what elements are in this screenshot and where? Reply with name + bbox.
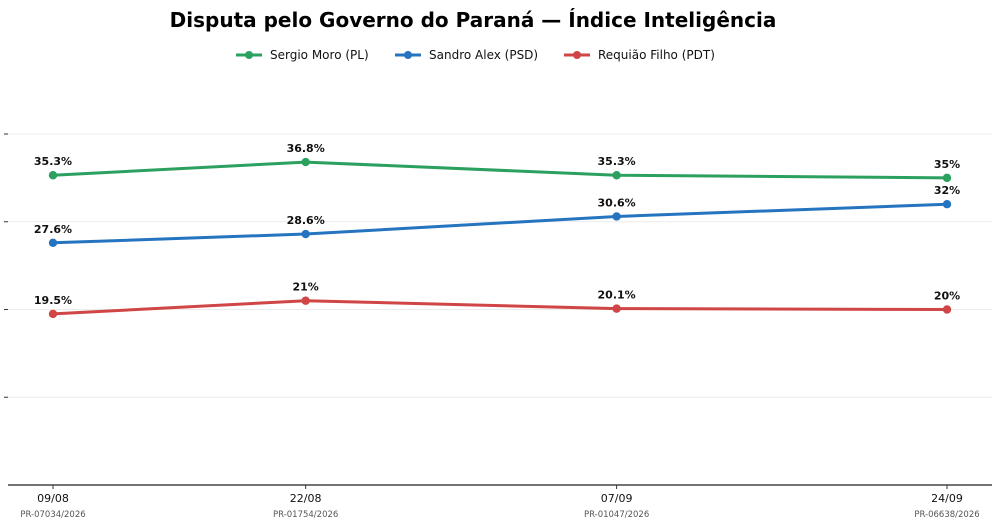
data-labels: 35.3% 36.8% 35.3% 35% 27.6% 28.6% 30.6% 32% 19.5… <box>34 142 960 307</box>
x-tick-label: 09/08 <box>37 492 69 505</box>
series-layer <box>48 157 952 319</box>
chart-title: Disputa pelo Governo do Paraná — Índice … <box>170 8 777 32</box>
x-tick-sublabel: PR-06638/2026 <box>914 510 979 520</box>
series-line <box>51 160 949 180</box>
legend-item: Requião Filho (PDT) <box>564 48 715 62</box>
legend-swatch-marker <box>404 51 412 59</box>
data-label: 19.5% <box>34 294 72 307</box>
data-label: 32% <box>934 184 960 197</box>
x-tick-label: 24/09 <box>931 492 963 505</box>
grid <box>8 133 992 398</box>
data-point <box>48 238 58 248</box>
data-label: 20% <box>934 290 960 303</box>
x-axis: 09/08 PR-07034/2026 22/08 PR-01754/2026 07/0… <box>8 484 992 520</box>
data-point <box>301 229 310 239</box>
series-line <box>51 202 949 245</box>
data-label: 27.6% <box>34 223 72 236</box>
legend-swatch-marker <box>245 51 253 59</box>
data-point <box>612 171 621 180</box>
x-tick-sublabel: PR-07034/2026 <box>20 510 85 520</box>
data-label: 30.6% <box>598 196 636 209</box>
x-tick-label: 22/08 <box>290 492 322 505</box>
legend-item: Sergio Moro (PL) <box>236 48 369 62</box>
legend-label: Requião Filho (PDT) <box>598 48 715 62</box>
x-tick-label: 07/09 <box>601 492 633 505</box>
legend-label: Sandro Alex (PSD) <box>429 48 538 62</box>
data-point <box>942 173 952 183</box>
data-point <box>301 157 310 167</box>
data-label: 21% <box>292 281 318 294</box>
data-point <box>48 309 58 319</box>
x-tick-sublabel: PR-01754/2026 <box>273 510 338 520</box>
data-point <box>48 171 58 180</box>
legend-swatch-marker <box>573 51 581 59</box>
data-label: 35.3% <box>598 155 636 168</box>
data-label: 20.1% <box>598 289 636 302</box>
y-axis <box>4 133 8 398</box>
x-tick-sublabel: PR-01047/2026 <box>584 510 649 520</box>
series-line <box>51 299 949 316</box>
legend: Sergio Moro (PL) Sandro Alex (PSD) Requião… <box>236 48 715 62</box>
data-label: 35.3% <box>34 155 72 168</box>
data-point <box>301 296 310 305</box>
data-point <box>942 200 952 209</box>
data-point <box>612 212 621 221</box>
data-label: 36.8% <box>287 142 325 155</box>
data-label: 28.6% <box>287 214 325 227</box>
data-label: 35% <box>934 158 960 171</box>
legend-item: Sandro Alex (PSD) <box>395 48 538 62</box>
legend-label: Sergio Moro (PL) <box>270 48 369 62</box>
data-point <box>942 305 952 314</box>
data-point <box>612 304 621 313</box>
